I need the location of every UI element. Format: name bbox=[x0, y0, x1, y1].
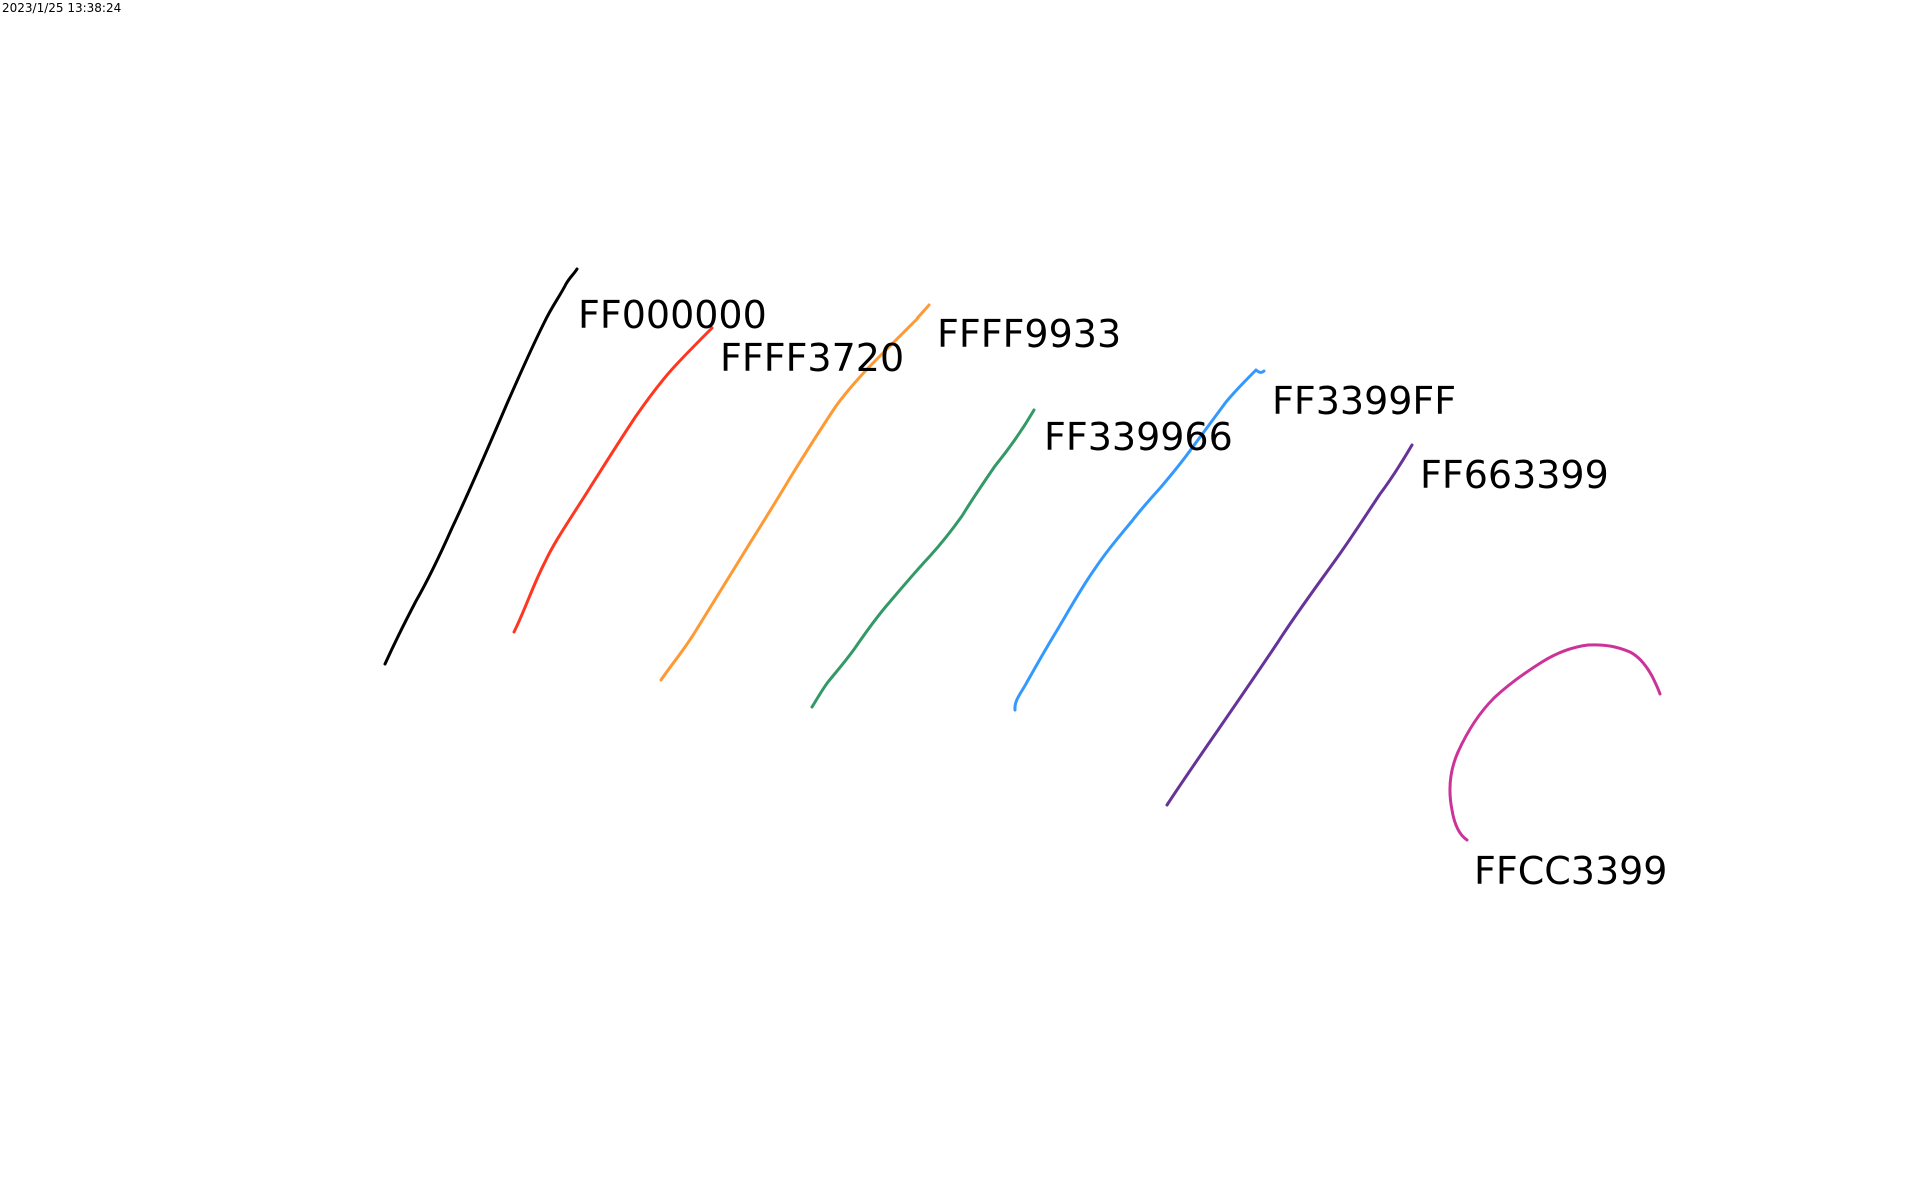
color-label-green: FF339966 bbox=[1044, 415, 1233, 459]
color-label-black: FF000000 bbox=[578, 293, 767, 337]
timestamp: 2023/1/25 13:38:24 bbox=[2, 1, 122, 15]
ink-stroke-magenta bbox=[1448, 643, 1662, 842]
color-label-blue: FF3399FF bbox=[1272, 379, 1456, 423]
ink-stroke-purple bbox=[1165, 443, 1414, 807]
color-label-magenta: FFCC3399 bbox=[1474, 849, 1668, 893]
ink-stroke-blue bbox=[1013, 368, 1266, 712]
color-label-red: FFFF3720 bbox=[720, 336, 904, 380]
color-label-purple: FF663399 bbox=[1420, 453, 1609, 497]
ink-stroke-green bbox=[810, 408, 1036, 709]
ink-stroke-orange bbox=[659, 303, 931, 682]
ink-stroke-red bbox=[512, 326, 714, 634]
color-label-orange: FFFF9933 bbox=[937, 312, 1121, 356]
ink-stroke-black bbox=[383, 267, 579, 666]
